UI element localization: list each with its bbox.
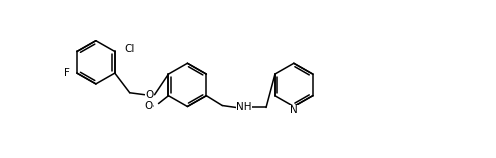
- Text: F: F: [64, 68, 70, 78]
- Text: Cl: Cl: [125, 44, 135, 54]
- Text: N: N: [290, 105, 298, 115]
- Text: O: O: [144, 100, 153, 111]
- Text: NH: NH: [237, 103, 252, 112]
- Text: O: O: [145, 90, 154, 100]
